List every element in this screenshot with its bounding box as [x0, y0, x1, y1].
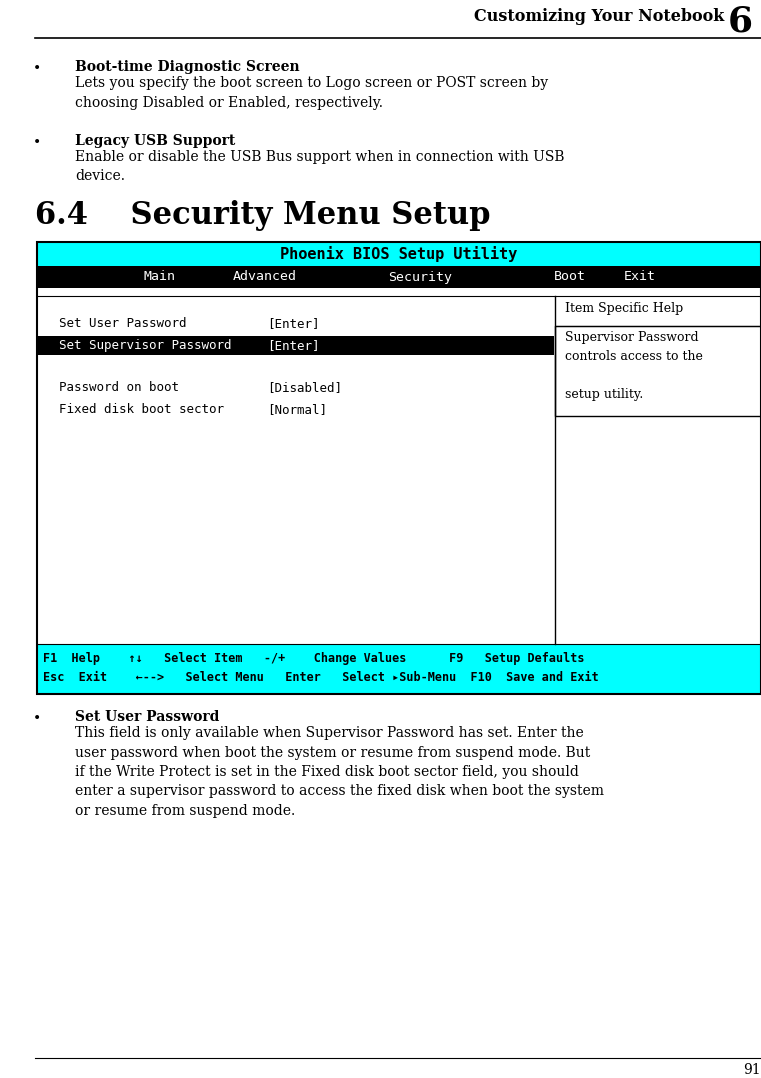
Text: Exit: Exit [624, 271, 656, 284]
Text: [Disabled]: [Disabled] [267, 381, 342, 393]
Text: •: • [33, 63, 41, 77]
Bar [38, 336, 554, 355]
Text: Item Specific Help: Item Specific Help [565, 302, 683, 315]
Text: Customizing Your Notebook: Customizing Your Notebook [474, 8, 724, 25]
Text: 6.4    Security Menu Setup: 6.4 Security Menu Setup [35, 201, 491, 231]
Text: This field is only available when Supervisor Password has set. Enter the
user pa: This field is only available when Superv… [75, 725, 604, 818]
Bar [555, 326, 761, 416]
Text: [Enter]: [Enter] [267, 338, 320, 353]
Text: Security: Security [388, 271, 452, 284]
Text: 6: 6 [728, 5, 753, 39]
Text: [Normal]: [Normal] [267, 403, 327, 416]
Text: Esc  Exit    ←-->   Select Menu   Enter   Select ▸Sub-Menu  F10  Save and Exit: Esc Exit ←--> Select Menu Enter Select ▸… [43, 671, 599, 685]
Text: [Enter]: [Enter] [267, 317, 320, 330]
Text: •: • [33, 711, 41, 725]
Text: Legacy USB Support: Legacy USB Support [75, 134, 235, 148]
Text: Boot: Boot [554, 271, 586, 284]
Text: Phoenix BIOS Setup Utility: Phoenix BIOS Setup Utility [280, 246, 517, 262]
Bar [37, 288, 761, 296]
Bar [37, 241, 761, 694]
Text: Set Supervisor Password: Set Supervisor Password [59, 338, 231, 353]
Text: Lets you specify the boot screen to Logo screen or POST screen by
choosing Disab: Lets you specify the boot screen to Logo… [75, 77, 548, 110]
Text: Main: Main [144, 271, 176, 284]
Text: Advanced: Advanced [233, 271, 297, 284]
Bar [37, 241, 761, 266]
Bar [37, 644, 761, 694]
Text: Supervisor Password
controls access to the

setup utility.: Supervisor Password controls access to t… [565, 331, 703, 401]
Text: •: • [33, 136, 41, 150]
Text: Enable or disable the USB Bus support when in connection with USB
device.: Enable or disable the USB Bus support wh… [75, 150, 565, 183]
Text: Fixed disk boot sector: Fixed disk boot sector [59, 403, 224, 416]
Text: 91: 91 [743, 1063, 761, 1077]
Text: Set User Password: Set User Password [59, 317, 186, 330]
Text: F1  Help    ↑↓   Select Item   -/+    Change Values      F9   Setup Defaults: F1 Help ↑↓ Select Item -/+ Change Values… [43, 652, 584, 665]
Text: Boot-time Diagnostic Screen: Boot-time Diagnostic Screen [75, 60, 300, 74]
Bar [37, 266, 761, 288]
Text: Password on boot: Password on boot [59, 381, 179, 393]
Text: Set User Password: Set User Password [75, 710, 219, 724]
